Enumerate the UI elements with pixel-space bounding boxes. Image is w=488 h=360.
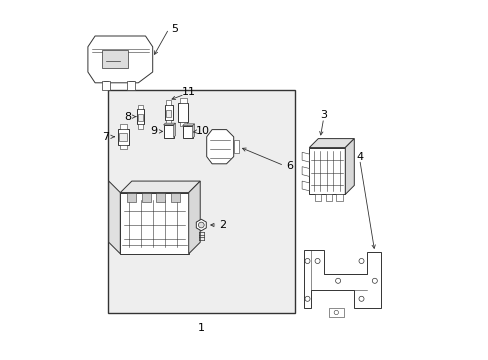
Bar — [180, 122, 186, 126]
Bar — [309, 148, 345, 194]
Polygon shape — [345, 139, 354, 194]
Bar — [166, 120, 171, 124]
Bar — [336, 194, 342, 201]
Bar — [136, 109, 144, 124]
Bar — [137, 114, 143, 121]
Circle shape — [305, 258, 309, 264]
Bar — [156, 193, 165, 202]
Polygon shape — [303, 250, 381, 308]
Circle shape — [371, 278, 377, 283]
Circle shape — [314, 258, 320, 264]
Polygon shape — [188, 181, 200, 254]
Polygon shape — [192, 124, 194, 138]
Text: 2: 2 — [219, 220, 226, 230]
Text: 11: 11 — [182, 87, 195, 97]
Polygon shape — [302, 181, 309, 191]
Polygon shape — [182, 124, 194, 126]
Text: 6: 6 — [285, 161, 292, 171]
Polygon shape — [88, 36, 152, 83]
Circle shape — [335, 278, 340, 283]
Text: 7: 7 — [102, 132, 109, 142]
Bar — [163, 125, 173, 138]
Circle shape — [358, 258, 363, 264]
Text: 4: 4 — [355, 152, 363, 162]
Text: 5: 5 — [170, 24, 178, 34]
Polygon shape — [302, 152, 309, 162]
Bar — [178, 103, 188, 122]
Bar — [166, 100, 171, 105]
Bar — [325, 194, 331, 201]
Bar — [314, 194, 321, 201]
Bar — [102, 81, 110, 90]
Bar — [120, 124, 126, 129]
Bar — [165, 110, 171, 117]
Circle shape — [305, 296, 309, 301]
Circle shape — [198, 222, 204, 228]
Polygon shape — [302, 167, 309, 176]
Polygon shape — [309, 139, 354, 148]
Bar — [119, 133, 127, 141]
Polygon shape — [196, 219, 206, 231]
Polygon shape — [120, 181, 200, 193]
Bar — [127, 81, 135, 90]
Text: 9: 9 — [150, 126, 157, 136]
Bar — [138, 124, 142, 129]
Bar — [118, 129, 128, 145]
Text: 3: 3 — [320, 110, 326, 120]
Text: 8: 8 — [123, 112, 131, 122]
Polygon shape — [173, 123, 175, 138]
Bar — [182, 126, 192, 138]
Bar — [107, 90, 294, 313]
Bar — [328, 308, 343, 317]
Bar — [102, 50, 127, 68]
Bar — [142, 193, 151, 202]
Circle shape — [358, 296, 363, 301]
Polygon shape — [163, 123, 175, 125]
Text: 1: 1 — [197, 323, 204, 333]
Circle shape — [333, 310, 338, 315]
Bar — [138, 105, 142, 109]
Polygon shape — [108, 181, 120, 254]
Bar — [120, 145, 126, 149]
Bar — [120, 193, 188, 254]
Polygon shape — [206, 130, 233, 164]
Bar — [233, 140, 239, 153]
Bar — [127, 193, 136, 202]
Text: 10: 10 — [196, 126, 210, 136]
Bar — [164, 105, 172, 120]
Bar — [180, 98, 186, 103]
Bar — [170, 193, 179, 202]
